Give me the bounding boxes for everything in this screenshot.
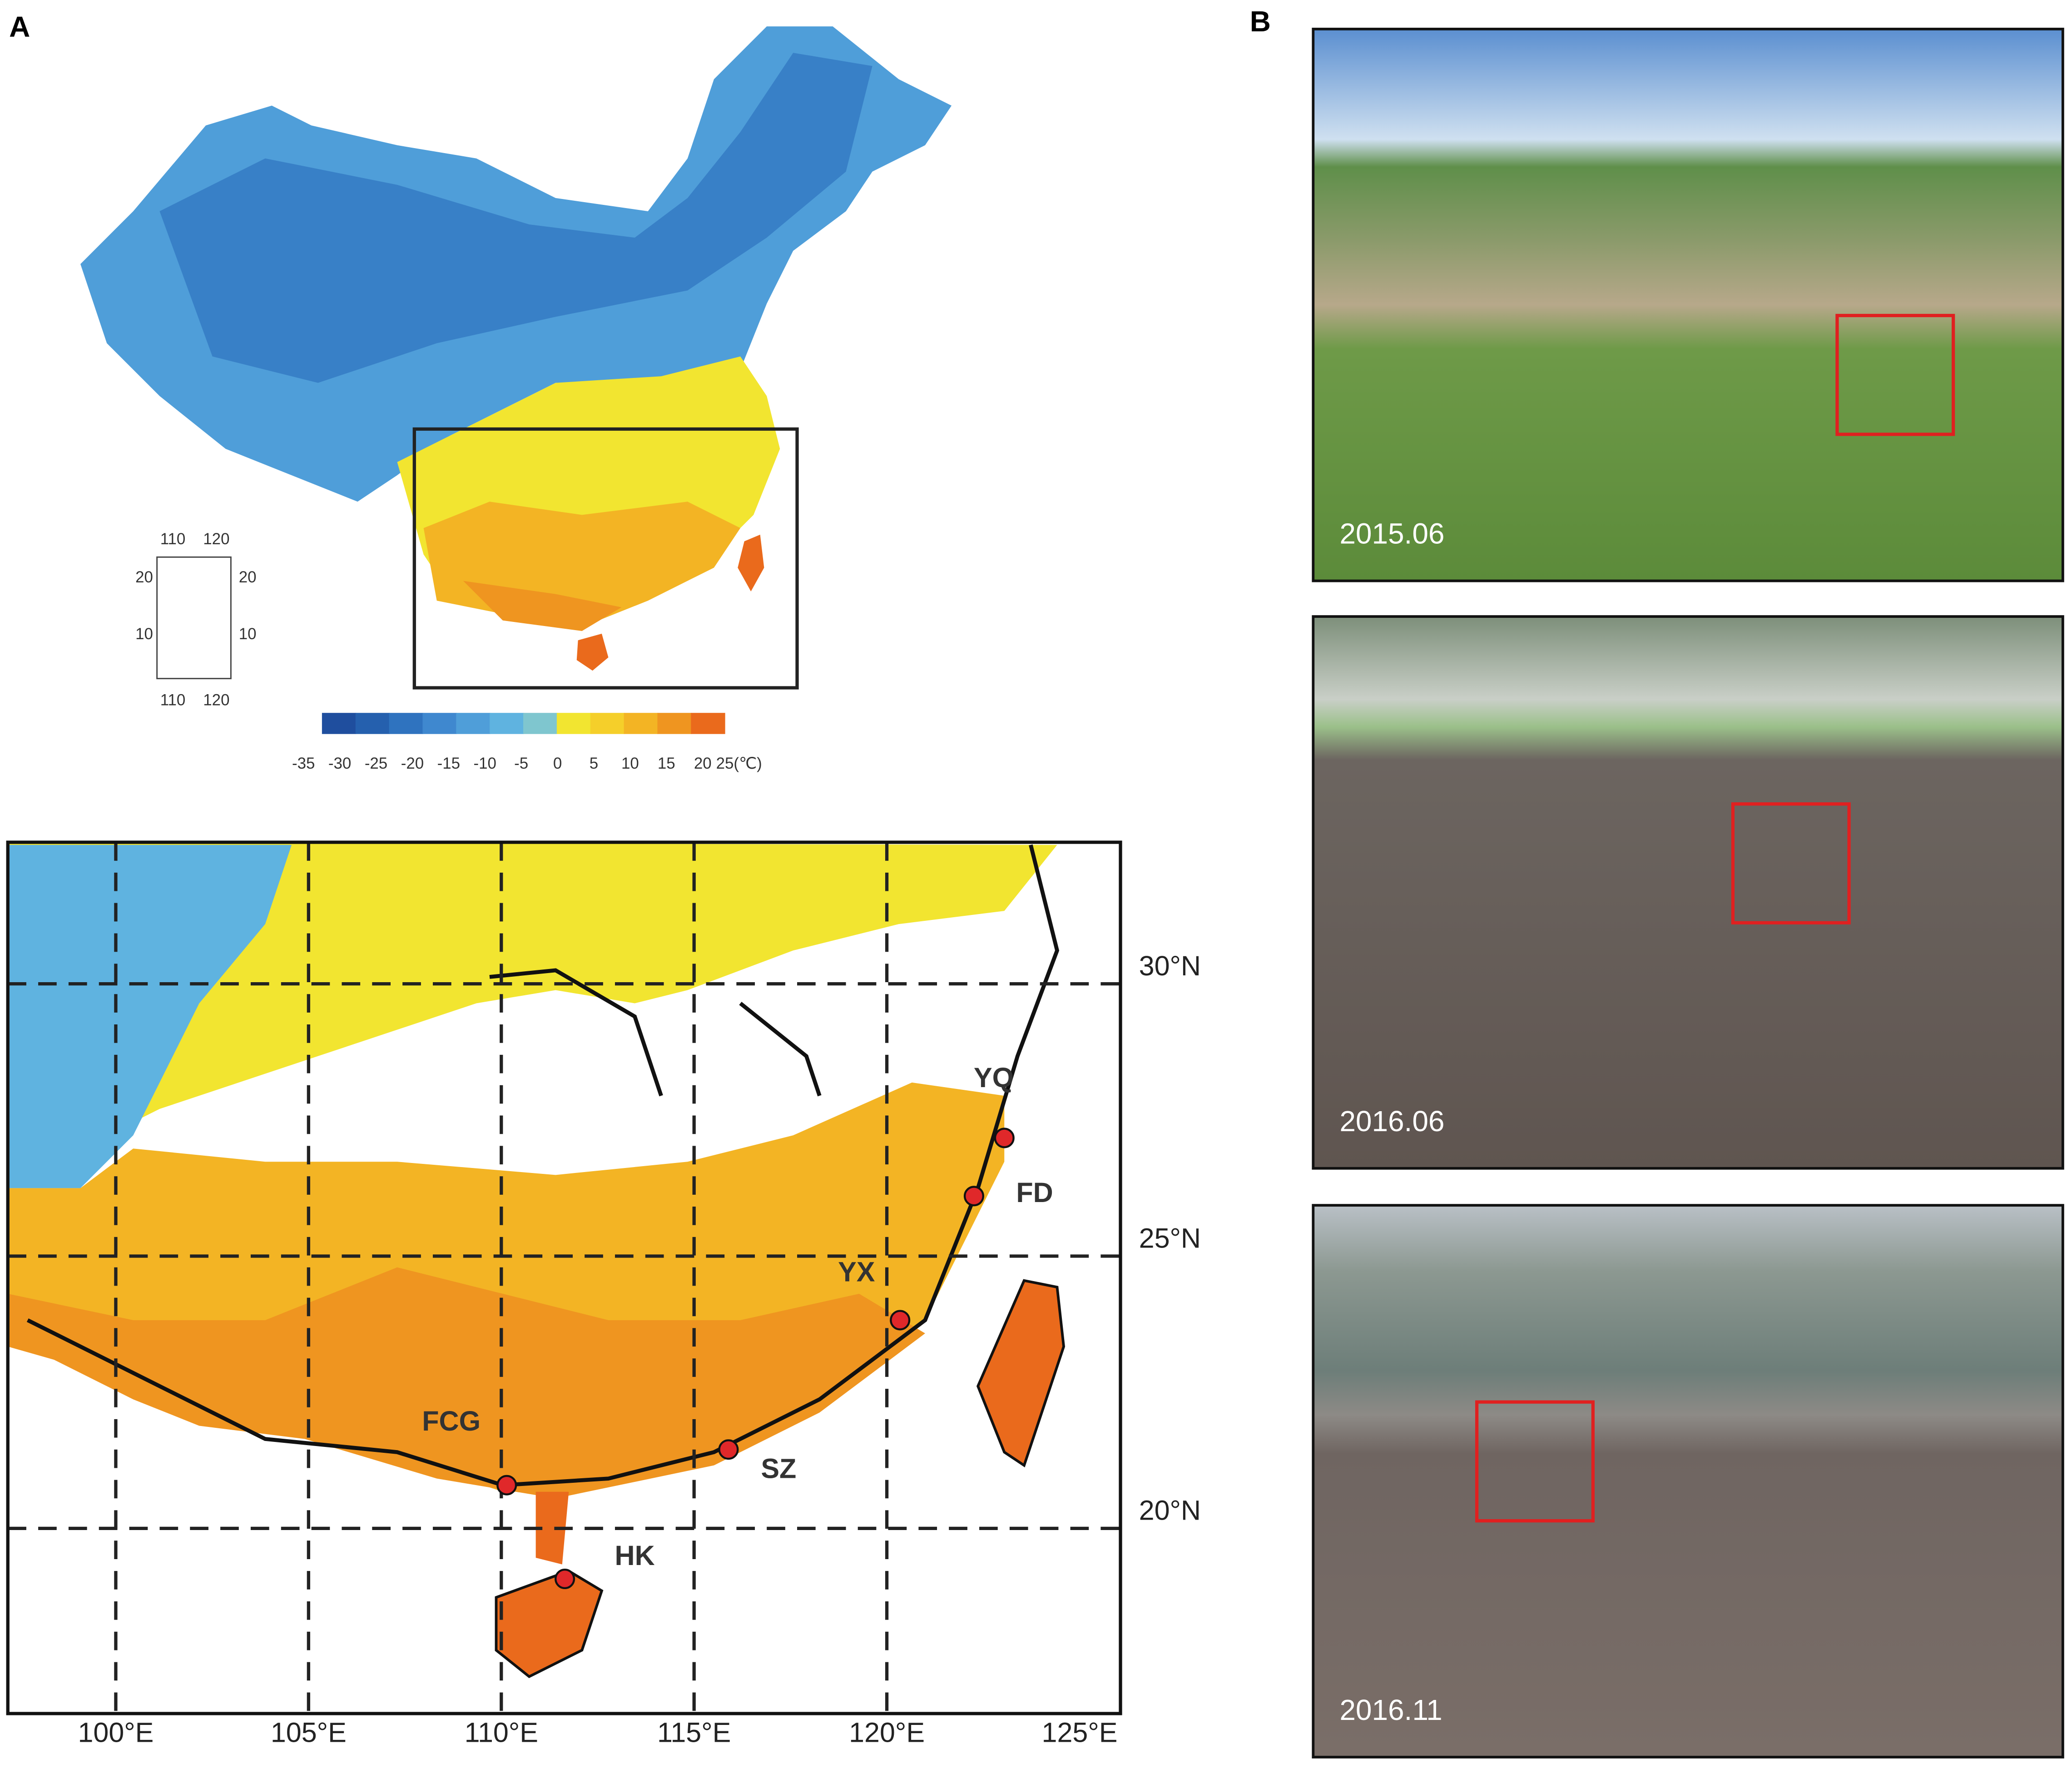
colorbar-tick-label: -35 [292,755,315,772]
lon-tick-label: 100°E [78,1717,154,1748]
lat-tick-label: 25°N [1139,1222,1201,1253]
colorbar-tick-label: 5 [590,755,598,772]
colorbar-swatch [691,713,725,734]
site-label: YQ [974,1062,1014,1093]
colorbar-swatch [355,713,390,734]
lon-tick-label: 105°E [271,1717,347,1748]
panel-label: A [9,10,30,43]
photo-date: 2016.06 [1339,1105,1444,1138]
lat-tick-label: 30°N [1139,950,1201,981]
colorbar-tick-label: -10 [474,755,496,772]
inset-tick-label: 10 [135,625,153,643]
colorbar-tick-label: -25 [365,755,387,772]
site-label: SZ [761,1453,796,1484]
inset-tick-label: 20 [135,568,153,586]
site-marker [963,1186,984,1207]
colorbar-swatch [456,713,491,734]
site-marker [718,1439,739,1460]
china-map [80,26,952,690]
regional-map [8,842,1120,1714]
lon-tick-label: 125°E [1042,1717,1118,1748]
photo-date: 2016.11 [1339,1694,1442,1726]
photo [1312,1204,2064,1759]
colorbar-tick-label: -30 [328,755,351,772]
colorbar-swatch [322,713,357,734]
colorbar-tick-label: 15 [658,755,675,772]
site-marker [555,1569,575,1590]
colorbar-swatch [490,713,524,734]
site-marker [496,1475,517,1496]
inset-tick-label: 120 [203,691,229,709]
site-marker [890,1310,911,1331]
colorbar-swatch [556,713,591,734]
inset-tick-label: 110 [160,691,186,709]
inset-tick-label: 20 [239,568,257,586]
photo [1312,28,2064,582]
site-label: FD [1016,1177,1053,1208]
colorbar-tick-label: -15 [437,755,460,772]
lon-tick-label: 110°E [465,1717,538,1748]
colorbar-tick-label: 0 [553,755,562,772]
panel-label: B [1250,5,1271,38]
lon-tick-label: 120°E [849,1717,925,1748]
highlight-box [1731,802,1851,924]
colorbar-tick-label: 20 [694,755,712,772]
inset-map: 110 120 110 120 20 10 20 10 [135,530,256,709]
colorbar-tick-label: 10 [621,755,639,772]
colorbar-swatch [624,713,658,734]
lat-tick-label: 20°N [1139,1495,1201,1526]
map-overlay: 100°E 105°E 110°E 115°E 120°E 125°E 20°N 25°N 30… [8,842,1201,1748]
highlight-box [1835,313,1955,436]
lon-tick-label: 115°E [657,1717,731,1748]
photo-column: 2015.06 2016.06 2016.11 [1312,28,2064,1759]
colorbar-tick-label: -5 [514,755,528,772]
photo [1312,615,2064,1170]
site-label: YX [838,1256,875,1287]
inset-tick-label: 120 [203,530,229,548]
colorbar-swatch [523,713,558,734]
colorbar-tick-label: 25(℃) [716,755,762,772]
site-label: HK [615,1540,655,1571]
map-frame [6,840,1122,1715]
site-marker [994,1128,1015,1148]
colorbar-tick-label: -20 [401,755,424,772]
colorbar-swatch [389,713,423,734]
photo-date: 2015.06 [1339,517,1444,550]
colorbar: -35 -30 -25 -20 -15 -10 -5 0 5 10 15 20 25(℃) [292,713,762,772]
inset-tick-label: 10 [239,625,257,643]
colorbar-swatch [657,713,692,734]
highlight-box [1475,1400,1595,1523]
colorbar-swatch [590,713,625,734]
site-label: FCG [422,1406,481,1436]
inset-tick-label: 110 [160,530,186,548]
colorbar-swatch [422,713,457,734]
